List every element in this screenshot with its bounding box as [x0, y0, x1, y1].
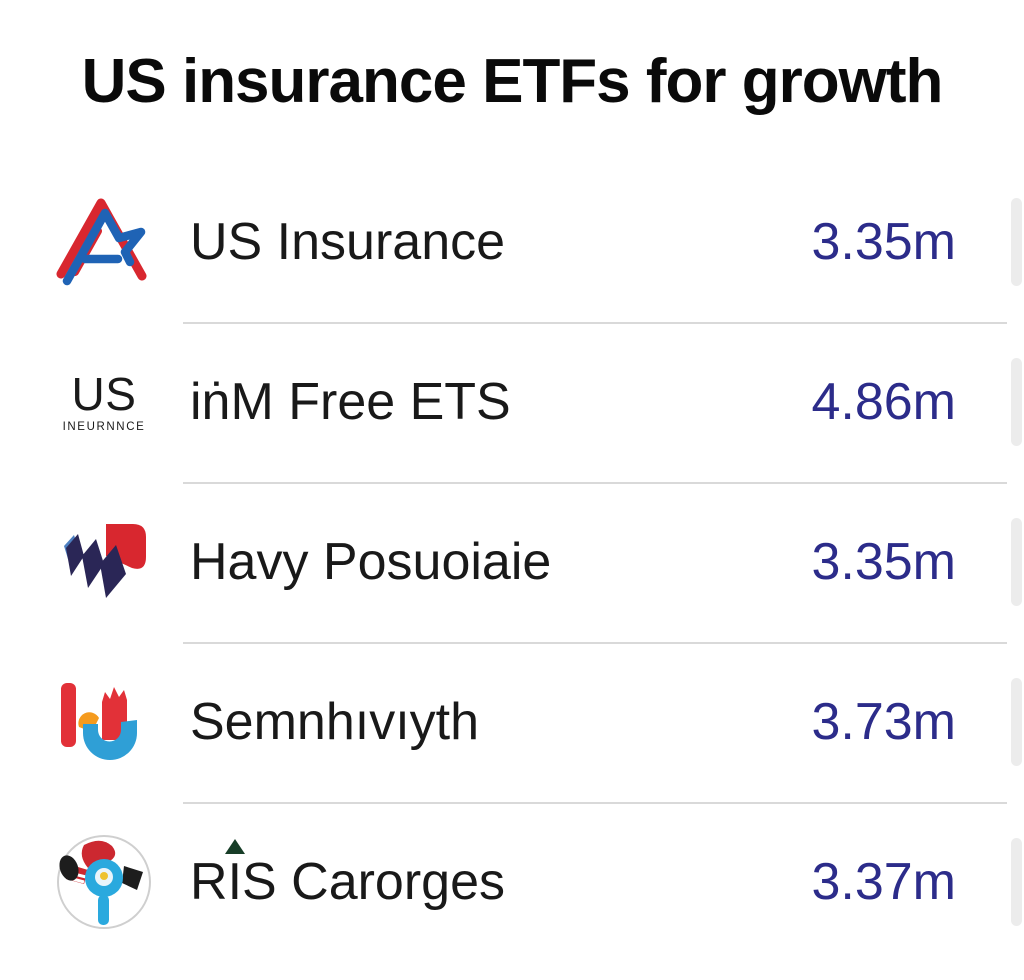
circle-pinwheel-logo-icon — [52, 830, 156, 934]
etf-value: 3.37m — [811, 853, 956, 911]
cropped-right-edge-element — [1011, 358, 1022, 446]
cropped-right-edge-element — [1011, 678, 1022, 766]
etf-value: 3.73m — [811, 693, 956, 751]
wordmark-line2: INEURNNCE — [62, 420, 146, 433]
wordmark-line1: US — [71, 367, 137, 420]
etf-name-letter-i: I — [224, 839, 245, 912]
etf-name: US Insurance — [190, 213, 506, 271]
list-item-inm-free-ets[interactable]: US INEURNNCE iṅM Free ETS 4.86m — [0, 322, 1024, 482]
etf-name-part1: R — [190, 853, 228, 911]
title-bar: US insurance ETFs for growth — [0, 0, 1024, 162]
list-item-havy-posuoiaie[interactable]: Havy Posuoiaie 3.35m — [0, 482, 1024, 642]
list-item-semnhiviyth[interactable]: Semnhıvıyth 3.73m — [0, 642, 1024, 802]
etf-name-part3: S Carorges — [242, 853, 506, 911]
up-arrow-icon — [224, 839, 245, 854]
cropped-right-edge-element — [1011, 518, 1022, 606]
page-title: US insurance ETFs for growth — [81, 46, 944, 116]
red-crown-blue-u-logo-icon — [52, 670, 156, 774]
etf-name: iṅM Free ETS — [190, 373, 511, 431]
list-item-ris-carorges[interactable]: R IS Carorges 3.37m — [0, 802, 1024, 962]
etf-value: 3.35m — [811, 533, 956, 591]
etf-value: 4.86m — [811, 373, 956, 431]
etf-name-part2: I — [227, 853, 243, 911]
list-item-us-insurance[interactable]: US Insurance 3.35m — [0, 162, 1024, 322]
us-ineurnnce-wordmark-logo-icon: US INEURNNCE — [52, 350, 156, 454]
red-blue-a-mark-logo-icon — [52, 190, 156, 294]
cropped-right-edge-element — [1011, 198, 1022, 286]
cropped-right-edge-element — [1011, 838, 1022, 926]
etf-name: Semnhıvıyth — [190, 693, 480, 751]
navy-chevron-peaks-logo-icon — [52, 510, 156, 614]
etf-value: 3.35m — [811, 213, 956, 271]
etf-list: US Insurance 3.35m US INEURNNCE iṅM Free… — [0, 162, 1024, 962]
etf-name: R IS Carorges — [190, 839, 811, 912]
etf-name: Havy Posuoiaie — [190, 533, 552, 591]
